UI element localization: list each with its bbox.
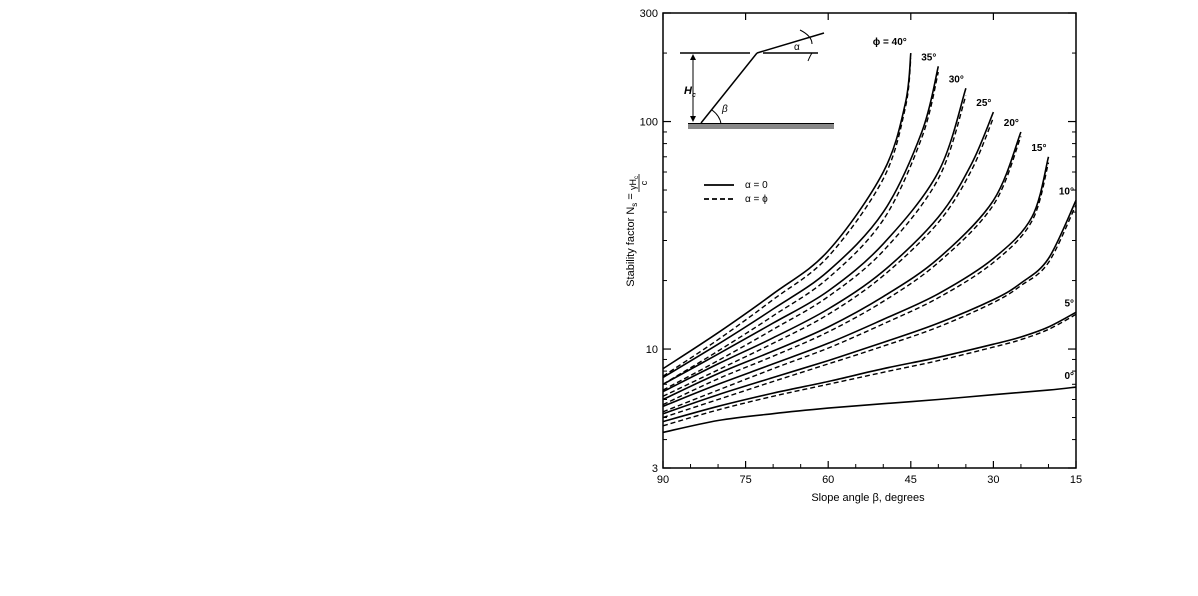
inset-beta-arc — [711, 109, 722, 125]
y-axis-label: Stability factor Ns = — [625, 193, 639, 287]
inset-beta-label: β — [721, 104, 728, 115]
legend: α = 0 α = ϕ — [704, 180, 768, 205]
x-tick-label-30: 30 — [987, 474, 999, 486]
curve-dashed-phi-25 — [662, 117, 995, 397]
curve-solid-phi-0 — [662, 386, 1077, 434]
x-tick-label-90: 90 — [657, 474, 669, 486]
curve-dashed-phi-35 — [662, 71, 939, 385]
curve-labels: ϕ = 40° 35° 30° 25° 20° 15° 10° 5° 0° — [873, 37, 1074, 382]
inset-alpha-label: α — [794, 42, 800, 53]
curve-label-phi-35: 35° — [921, 52, 936, 63]
curve-label-phi-15: 15° — [1031, 143, 1046, 154]
legend-dashed-label: α = ϕ — [745, 194, 768, 205]
curve-solid-phi-20 — [662, 131, 1022, 401]
curve-label-phi-10: 10° — [1059, 186, 1074, 197]
inset-backslope — [756, 32, 825, 54]
x-tick-label-15: 15 — [1070, 474, 1082, 486]
x-axis-label: Slope angle β, degrees — [811, 492, 925, 504]
inset-slope-face — [700, 52, 758, 124]
curve-dashed-phi-30 — [662, 95, 967, 391]
curve-label-phi-0: 0° — [1064, 371, 1074, 382]
slope-inset-diagram: Hc β α — [680, 29, 834, 129]
curves — [662, 53, 1077, 434]
x-axis-ticks: 90 75 60 45 30 15 — [657, 13, 1082, 486]
curve-solid-phi-15 — [662, 156, 1050, 408]
curve-solid-phi-40 — [662, 53, 912, 370]
y-axis-label-fraction: γHc c — [628, 174, 649, 192]
curve-solid-phi-10 — [662, 200, 1077, 415]
curve-label-phi-5: 5° — [1064, 298, 1074, 309]
svg-text:γHc: γHc — [628, 176, 640, 190]
y-tick-label-300: 300 — [640, 8, 658, 20]
legend-solid-label: α = 0 — [745, 180, 768, 191]
inset-hc-label: Hc — [684, 85, 696, 99]
curve-label-phi-25: 25° — [976, 98, 991, 109]
curve-label-phi-40: ϕ = 40° — [873, 37, 907, 48]
curve-solid-phi-25 — [662, 111, 995, 393]
curve-solid-phi-30 — [662, 88, 967, 386]
curve-label-phi-20: 20° — [1004, 118, 1019, 129]
curve-solid-phi-35 — [662, 66, 940, 379]
plot-area: 90 75 60 45 30 15 300 100 10 3 ϕ = 40° 35° 30° 25° 2… — [640, 8, 1082, 486]
curve-dashed-phi-10 — [662, 204, 1077, 419]
curve-dashed-phi-15 — [662, 162, 1050, 413]
y-tick-label-10: 10 — [646, 344, 658, 356]
curve-label-phi-30: 30° — [949, 74, 964, 85]
inset-ground-hatch — [688, 124, 834, 129]
curve-solid-phi-5 — [662, 311, 1077, 423]
y-tick-label-100: 100 — [640, 117, 658, 129]
x-tick-label-45: 45 — [905, 474, 917, 486]
svg-text:c: c — [639, 180, 649, 185]
inset-alpha-arc — [799, 29, 813, 62]
curve-dashed-phi-40 — [662, 58, 912, 377]
x-tick-label-75: 75 — [739, 474, 751, 486]
x-tick-label-60: 60 — [822, 474, 834, 486]
y-tick-label-3: 3 — [652, 463, 658, 475]
